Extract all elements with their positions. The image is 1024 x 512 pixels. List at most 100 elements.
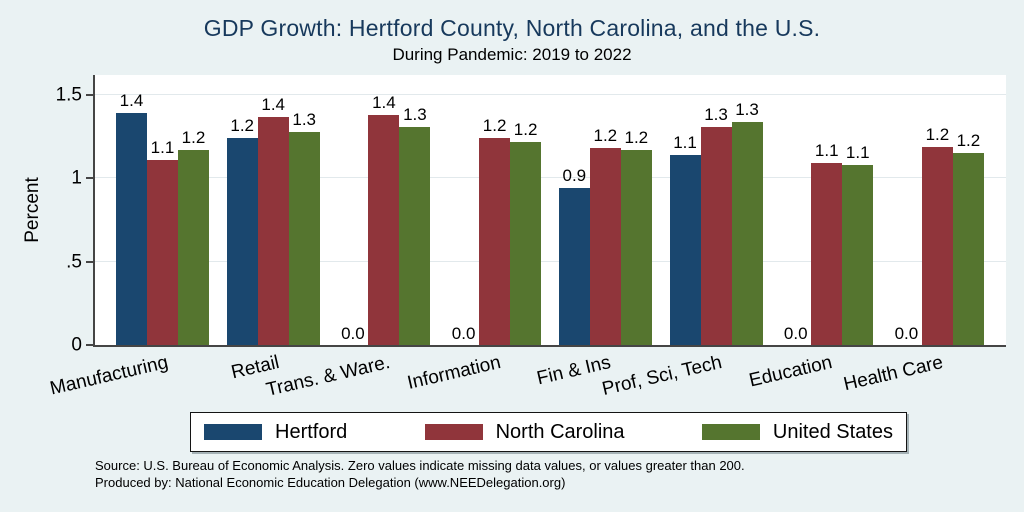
bar-value-label-hertford-prof-sci-tech: 1.1: [673, 133, 697, 153]
bar-value-label-hertford-information: 0.0: [451, 324, 476, 343]
source-notes: Source: U.S. Bureau of Economic Analysis…: [95, 457, 745, 491]
plot-groups: 1.4 1.1 1.2 Manufacturing 1.2 1.4 1.3 Retail 0.0…: [48, 75, 1006, 401]
bar-slot-hertford-education: 0.0: [780, 75, 811, 345]
bar-united-states-retail: [288, 131, 320, 345]
bar-slot-north-carolina-information: 1.2: [479, 75, 511, 345]
bar-value-label-united-states-manufacturing: 1.2: [181, 128, 206, 148]
bar-slot-north-carolina-retail: 1.4: [257, 75, 289, 345]
bar-value-label-hertford-education: 0.0: [783, 324, 808, 343]
legend-swatch-united-states: [701, 424, 760, 440]
y-tick-label-0: 0: [71, 334, 82, 356]
bar-slot-north-carolina-fin-ins: 1.2: [589, 75, 621, 345]
bar-value-label-united-states-fin-ins: 1.2: [624, 128, 649, 148]
bar-value-label-north-carolina-manufacturing: 1.1: [150, 138, 175, 157]
bar-slot-united-states-fin-ins: 1.2: [620, 75, 652, 345]
legend-label-united-states: United States: [772, 420, 893, 443]
bar-value-label-united-states-prof-sci-tech: 1.3: [735, 99, 759, 119]
chart-title: GDP Growth: Hertford County, North Carol…: [203, 15, 821, 41]
bar-value-label-hertford-manufacturing: 1.4: [119, 91, 144, 111]
bar-slot-hertford-prof-sci-tech: 1.1: [669, 75, 701, 345]
source-note-line2: Produced by: National Economic Education…: [95, 475, 566, 491]
bar-group-education: 0.0 1.1 1.1 Education: [747, 75, 874, 391]
y-tick-mark-0-5: [86, 260, 93, 263]
bar-hertford-prof-sci-tech: [669, 155, 701, 345]
gridline-1-0: [95, 177, 1006, 179]
x-axis-label-information: Information: [404, 352, 503, 394]
x-axis-label-prof-sci-tech: Prof, Sci, Tech: [599, 352, 724, 400]
legend-label-north-carolina: North Carolina: [495, 420, 625, 443]
bar-value-label-hertford-health-care: 0.0: [894, 324, 919, 343]
bar-value-label-united-states-education: 1.1: [845, 143, 870, 162]
bar-united-states-fin-ins: [620, 150, 652, 345]
legend-item-united-states: United States: [701, 420, 893, 444]
bar-slot-united-states-information: 1.2: [510, 75, 542, 345]
bar-slot-united-states-education: 1.1: [842, 75, 874, 345]
bar-north-carolina-manufacturing: [147, 160, 178, 345]
x-axis-label-manufacturing: Manufacturing: [48, 352, 171, 400]
y-tick-mark-0: [86, 344, 93, 346]
bar-group-retail: 1.2 1.4 1.3 Retail: [226, 75, 320, 383]
y-tick-mark-1-5: [86, 94, 93, 96]
y-tick-label-1-5: 1.5: [55, 84, 82, 106]
bar-slot-north-carolina-education: 1.1: [811, 75, 843, 345]
bar-north-carolina-education: [811, 163, 843, 345]
bar-united-states-information: [510, 141, 542, 345]
bar-group-trans-ware: 0.0 1.4 1.3 Trans. & Ware.: [264, 75, 431, 401]
x-axis-label-trans-ware: Trans. & Ware.: [263, 352, 392, 401]
bar-value-label-north-carolina-prof-sci-tech: 1.3: [704, 104, 728, 124]
bar-slot-hertford-retail: 1.2: [226, 75, 258, 345]
bar-north-carolina-retail: [257, 116, 289, 345]
bar-north-carolina-prof-sci-tech: [700, 126, 732, 345]
legend-item-north-carolina: North Carolina: [424, 420, 625, 444]
bar-value-label-hertford-fin-ins: 0.9: [562, 166, 587, 186]
y-tick-label-0-5: .5: [66, 251, 82, 273]
bar-north-carolina-trans-ware: [368, 115, 400, 345]
bar-value-label-north-carolina-information: 1.2: [482, 116, 507, 136]
legend-swatch-north-carolina: [424, 424, 483, 440]
bar-hertford-retail: [226, 138, 258, 345]
bar-slot-north-carolina-health-care: 1.2: [921, 75, 953, 345]
bar-value-label-north-carolina-fin-ins: 1.2: [593, 126, 618, 146]
y-axis-title: Percent: [22, 177, 43, 243]
bar-value-label-north-carolina-retail: 1.4: [261, 94, 286, 114]
bar-north-carolina-fin-ins: [589, 148, 621, 345]
legend-swatch-hertford: [204, 424, 262, 440]
bar-value-label-hertford-trans-ware: 0.0: [341, 324, 365, 343]
bar-north-carolina-information: [479, 138, 511, 345]
y-tick-mark-1: [86, 177, 93, 180]
bar-slot-north-carolina-manufacturing: 1.1: [147, 75, 178, 345]
x-axis-label-health-care: Health Care: [841, 352, 946, 396]
bar-slot-hertford-trans-ware: 0.0: [337, 75, 368, 345]
bar-slot-hertford-information: 0.0: [448, 75, 479, 345]
bar-value-label-north-carolina-trans-ware: 1.4: [372, 93, 396, 113]
bar-united-states-trans-ware: [399, 126, 431, 345]
bar-hertford-fin-ins: [558, 188, 590, 345]
plot-area: 0 .5 1 1.5 Percent 1.4 1.1 1.2 Manufacturin…: [22, 75, 1006, 401]
bar-united-states-manufacturing: [178, 150, 209, 345]
bar-slot-hertford-fin-ins: 0.9: [558, 75, 590, 345]
bar-slot-united-states-trans-ware: 1.3: [399, 75, 431, 345]
bar-hertford-manufacturing: [116, 113, 147, 345]
bar-group-health-care: 0.0 1.2 1.2 Health Care: [842, 75, 984, 395]
bar-slot-hertford-health-care: 0.0: [891, 75, 922, 345]
bar-value-label-united-states-health-care: 1.2: [956, 131, 981, 151]
bar-value-label-united-states-trans-ware: 1.3: [403, 104, 427, 124]
bar-slot-north-carolina-prof-sci-tech: 1.3: [700, 75, 732, 345]
bar-value-label-united-states-information: 1.2: [513, 119, 538, 139]
bar-group-prof-sci-tech: 1.1 1.3 1.3 Prof, Sci, Tech: [600, 75, 763, 400]
bar-group-information: 0.0 1.2 1.2 Information: [405, 75, 542, 394]
source-note-line1: Source: U.S. Bureau of Economic Analysis…: [95, 458, 745, 473]
bar-slot-hertford-manufacturing: 1.4: [116, 75, 147, 345]
bar-value-label-north-carolina-health-care: 1.2: [925, 124, 950, 144]
gridline-0-5: [95, 260, 1006, 262]
legend-label-hertford: Hertford: [275, 420, 348, 443]
bar-united-states-education: [842, 165, 874, 345]
bar-north-carolina-health-care: [921, 146, 953, 345]
bar-group-fin-ins: 0.9 1.2 1.2 Fin & Ins: [535, 75, 652, 389]
legend-item-hertford: Hertford: [204, 421, 347, 444]
bar-united-states-health-care: [952, 153, 984, 345]
bar-slot-united-states-retail: 1.3: [288, 75, 320, 345]
bar-slot-united-states-health-care: 1.2: [952, 75, 984, 345]
bar-value-label-united-states-retail: 1.3: [292, 109, 317, 129]
